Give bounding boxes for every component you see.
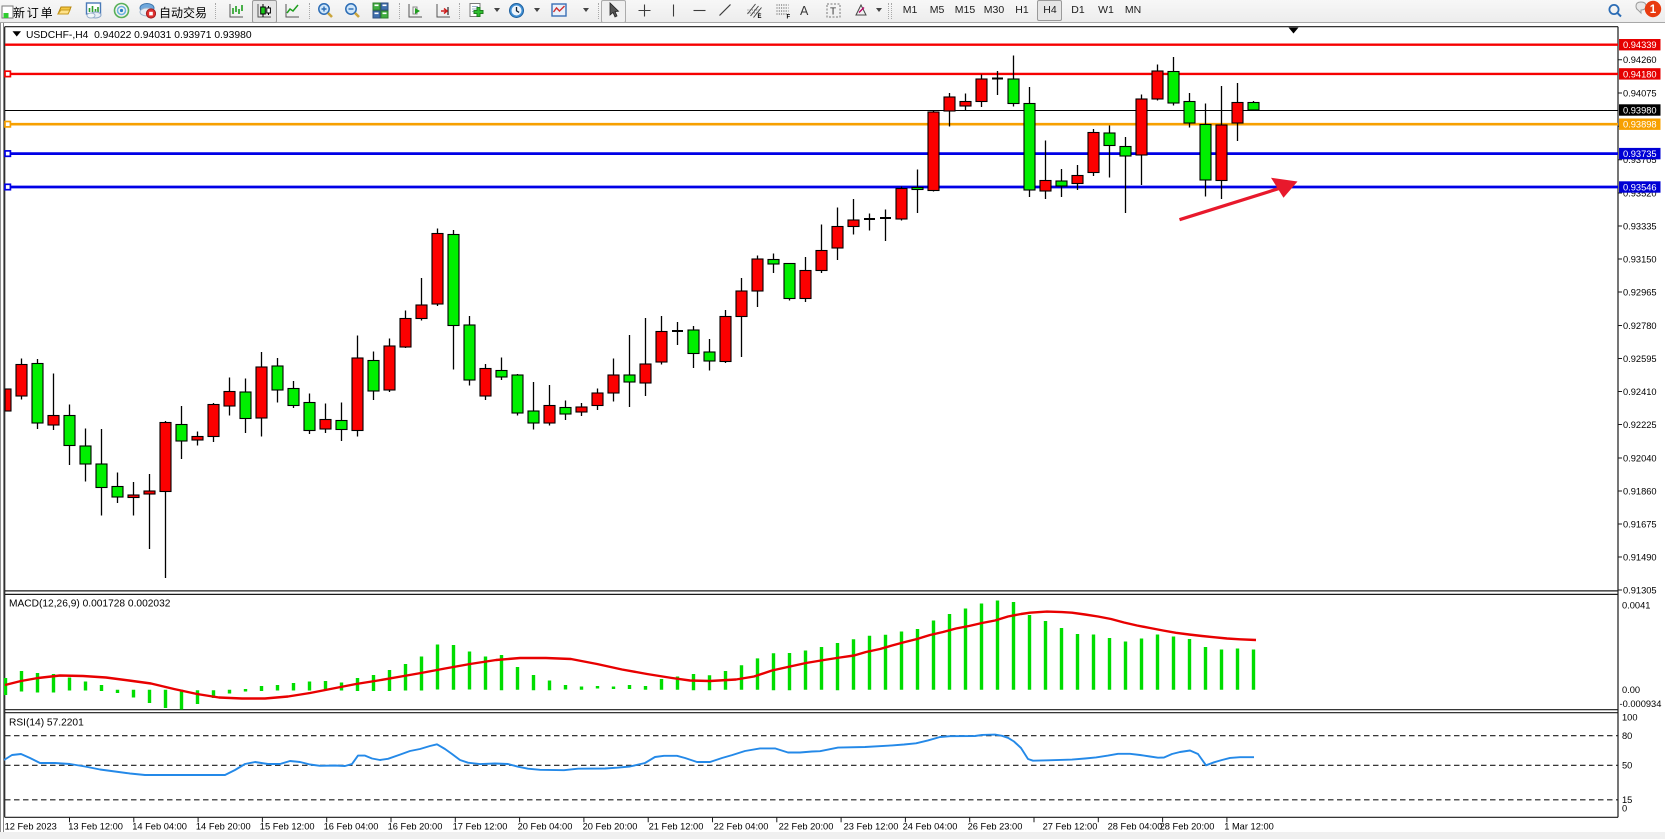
svg-text:0.94260: 0.94260 [1623, 55, 1657, 65]
svg-text:23 Feb 12:00: 23 Feb 12:00 [844, 822, 899, 832]
svg-text:-0.000934: -0.000934 [1620, 699, 1662, 709]
svg-text:RSI(14) 57.2201: RSI(14) 57.2201 [9, 718, 84, 729]
svg-text:0.92225: 0.92225 [1623, 420, 1657, 430]
svg-text:24 Feb 04:00: 24 Feb 04:00 [903, 822, 958, 832]
svg-text:0.94075: 0.94075 [1623, 88, 1657, 98]
svg-text:22 Feb 20:00: 22 Feb 20:00 [779, 822, 834, 832]
svg-text:16 Feb 04:00: 16 Feb 04:00 [324, 822, 379, 832]
svg-text:1 Mar 12:00: 1 Mar 12:00 [1224, 822, 1274, 832]
svg-text:0.93980: 0.93980 [1623, 105, 1657, 115]
svg-text:0.91490: 0.91490 [1623, 552, 1657, 562]
svg-text:26 Feb 23:00: 26 Feb 23:00 [968, 822, 1023, 832]
svg-text:0.91675: 0.91675 [1623, 519, 1657, 529]
svg-text:MACD(12,26,9) 0.001728 0.00203: MACD(12,26,9) 0.001728 0.002032 [9, 599, 171, 610]
svg-text:0.93335: 0.93335 [1623, 221, 1657, 231]
svg-text:T: T [830, 7, 836, 18]
svg-text:0: 0 [1622, 804, 1627, 814]
svg-text:50: 50 [1622, 761, 1632, 771]
svg-text:USDCHF-,H4 0.94022 0.94031 0.: USDCHF-,H4 0.94022 0.94031 0.93971 0.939… [26, 30, 252, 41]
svg-text:20 Feb 20:00: 20 Feb 20:00 [583, 822, 638, 832]
svg-text:100: 100 [1622, 712, 1638, 722]
svg-text:20 Feb 04:00: 20 Feb 04:00 [518, 822, 573, 832]
svg-text:14 Feb 20:00: 14 Feb 20:00 [196, 822, 251, 832]
svg-text:0.93735: 0.93735 [1623, 149, 1657, 159]
svg-text:0.93150: 0.93150 [1623, 254, 1657, 264]
svg-text:15 Feb 12:00: 15 Feb 12:00 [260, 822, 315, 832]
svg-text:F: F [787, 15, 791, 20]
svg-text:21 Feb 12:00: 21 Feb 12:00 [649, 822, 704, 832]
svg-text:0.0041: 0.0041 [1622, 600, 1650, 610]
svg-text:12 Feb 2023: 12 Feb 2023 [5, 822, 57, 832]
svg-text:E: E [758, 14, 762, 19]
svg-text:0.93546: 0.93546 [1623, 182, 1657, 192]
svg-text:0.93898: 0.93898 [1623, 120, 1657, 130]
svg-text:0.91860: 0.91860 [1623, 486, 1657, 496]
svg-text:28 Feb 04:00: 28 Feb 04:00 [1108, 822, 1163, 832]
svg-text:13 Feb 12:00: 13 Feb 12:00 [68, 822, 123, 832]
svg-text:16 Feb 20:00: 16 Feb 20:00 [388, 822, 443, 832]
svg-text:0.92040: 0.92040 [1623, 453, 1657, 463]
svg-text:22 Feb 04:00: 22 Feb 04:00 [714, 822, 769, 832]
svg-text:0.92595: 0.92595 [1623, 354, 1657, 364]
svg-text:17 Feb 12:00: 17 Feb 12:00 [453, 822, 508, 832]
svg-text:1: 1 [1650, 4, 1657, 16]
svg-text:27 Feb 12:00: 27 Feb 12:00 [1043, 822, 1098, 832]
svg-text:0.93520: 0.93520 [1623, 188, 1657, 198]
svg-text:0.91305: 0.91305 [1623, 585, 1657, 595]
svg-text:0.92410: 0.92410 [1623, 387, 1657, 397]
svg-text:0.92965: 0.92965 [1623, 287, 1657, 297]
svg-text:0.92780: 0.92780 [1623, 321, 1657, 331]
svg-text:15: 15 [1622, 795, 1632, 805]
svg-text:80: 80 [1622, 731, 1632, 741]
svg-text:0.94180: 0.94180 [1623, 69, 1657, 79]
svg-text:0.94339: 0.94339 [1623, 40, 1657, 50]
svg-text:0.00: 0.00 [1622, 685, 1640, 695]
svg-text:0.93705: 0.93705 [1623, 155, 1657, 165]
svg-text:14 Feb 04:00: 14 Feb 04:00 [132, 822, 187, 832]
svg-text:28 Feb 20:00: 28 Feb 20:00 [1160, 822, 1215, 832]
